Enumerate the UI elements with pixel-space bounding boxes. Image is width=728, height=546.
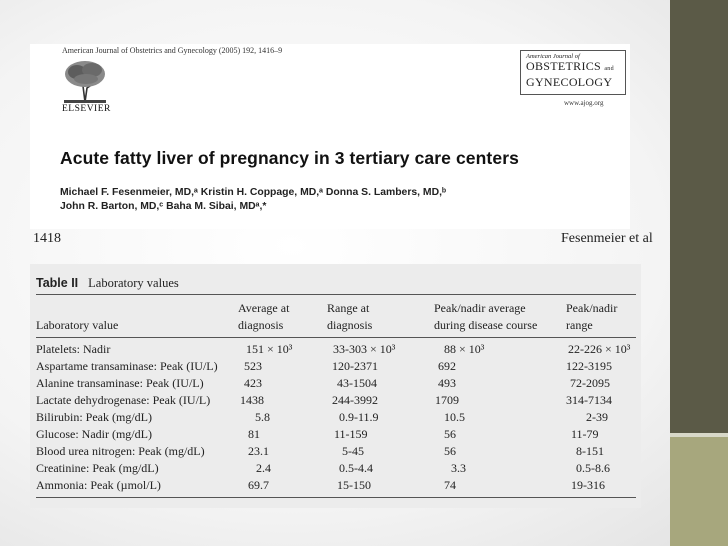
header-average: Average at diagnosis: [238, 300, 289, 334]
row-peak-range: 22-226 × 10³: [568, 342, 631, 356]
row-average: 81: [248, 427, 260, 441]
authors-line-2: John R. Barton, MD,ᶜ Baha M. Sibai, MDᵃ,…: [60, 201, 267, 212]
slide-accent-bar-dark: [670, 0, 728, 433]
row-peak-average: 10.5: [444, 410, 465, 424]
table-row: Glucose: Nadir (mg/dL) 81 11-159 56 11-7…: [30, 427, 641, 443]
row-label: Glucose: Nadir (mg/dL): [36, 427, 152, 441]
header-peak-average: Peak/nadir average during disease course: [434, 300, 537, 334]
table-row: Lactate dehydrogenase: Peak (IU/L) 1438 …: [30, 393, 641, 409]
authors-line-1: Michael F. Fesenmeier, MD,ᵃ Kristin H. C…: [60, 187, 447, 198]
lab-values-table: Table II Laboratory values Laboratory val…: [30, 264, 641, 508]
header-peak-range-line2: range: [566, 318, 593, 332]
table-top-rule: [36, 294, 636, 295]
article-header-clip: American Journal of Obstetrics and Gynec…: [30, 44, 630, 229]
row-label: Alanine transaminase: Peak (IU/L): [36, 376, 204, 390]
table-row: Ammonia: Peak (µmol/L) 69.7 15-150 74 19…: [30, 478, 641, 494]
slide-accent-bar-light: [670, 437, 728, 546]
row-range: 120-2371: [332, 359, 378, 373]
row-peak-average: 493: [438, 376, 456, 390]
row-peak-average: 692: [438, 359, 456, 373]
journal-logo-top: American Journal of: [526, 53, 580, 60]
page-number: 1418: [33, 231, 61, 246]
row-peak-range: 314-7134: [566, 393, 612, 407]
row-label: Blood urea nitrogen: Peak (mg/dL): [36, 444, 205, 458]
author-list: Michael F. Fesenmeier, MD,ᵃ Kristin H. C…: [60, 186, 446, 214]
journal-citation: American Journal of Obstetrics and Gynec…: [62, 46, 283, 55]
table-row: Aspartame transaminase: Peak (IU/L) 523 …: [30, 359, 641, 375]
table-label: Table II: [36, 276, 79, 290]
header-peak-range: Peak/nadir range: [566, 300, 617, 334]
row-range: 0.5-4.4: [339, 461, 373, 475]
row-range: 43-1504: [337, 376, 377, 390]
header-average-line2: diagnosis: [238, 318, 284, 332]
row-range: 5-45: [342, 444, 364, 458]
publisher-name: ELSEVIER: [62, 104, 111, 114]
table-caption: Table II Laboratory values: [36, 276, 179, 291]
table-row: Platelets: Nadir 151 × 10³ 33-303 × 10³ …: [30, 342, 641, 358]
elsevier-tree-logo-icon: [60, 58, 110, 106]
row-average: 523: [244, 359, 262, 373]
header-peak-average-line1: Peak/nadir average: [434, 301, 526, 315]
article-title: Acute fatty liver of pregnancy in 3 tert…: [60, 148, 519, 168]
row-peak-range: 8-151: [576, 444, 604, 458]
row-range: 0.9-11.9: [339, 410, 379, 424]
header-peak-range-line1: Peak/nadir: [566, 301, 618, 315]
table-header-rule: [36, 337, 636, 338]
row-peak-range: 11-79: [571, 427, 599, 441]
row-peak-average: 3.3: [451, 461, 466, 475]
header-range: Range at diagnosis: [327, 300, 372, 334]
row-peak-average: 88 × 10³: [444, 342, 485, 356]
header-range-line2: diagnosis: [327, 318, 373, 332]
row-peak-average: 56: [444, 444, 456, 458]
row-peak-average: 1709: [435, 393, 459, 407]
table-row: Alanine transaminase: Peak (IU/L) 423 43…: [30, 376, 641, 392]
row-average: 23.1: [248, 444, 269, 458]
table-row: 2.4 Creatinine: Peak (mg/dL) 0.5-4.4 3.3…: [30, 461, 641, 477]
table-row: Blood urea nitrogen: Peak (mg/dL) 23.1 5…: [30, 444, 641, 460]
row-peak-range: 19-316: [571, 478, 605, 492]
header-range-line1: Range at: [327, 301, 370, 315]
row-label: Creatinine: Peak (mg/dL): [36, 461, 159, 475]
row-range: 244-3992: [332, 393, 378, 407]
journal-logo-line1: OBSTETRICS: [526, 59, 602, 73]
row-range: 33-303 × 10³: [333, 342, 396, 356]
row-average: 423: [244, 376, 262, 390]
table-bottom-rule: [36, 497, 636, 498]
row-peak-average: 74: [444, 478, 456, 492]
running-head: Fesenmeier et al: [561, 231, 653, 246]
row-peak-range: 72-2095: [570, 376, 610, 390]
header-average-line1: Average at: [238, 301, 290, 315]
row-label: Aspartame transaminase: Peak (IU/L): [36, 359, 218, 373]
journal-logo: American Journal of OBSTETRICS and GYNEC…: [520, 50, 626, 95]
row-average: 1438: [240, 393, 264, 407]
row-average: 2.4: [256, 461, 271, 475]
slide-accent-divider: [670, 433, 728, 437]
row-label: Bilirubin: Peak (mg/dL): [36, 410, 152, 424]
row-range: 11-159: [334, 427, 368, 441]
journal-url: www.ajog.org: [564, 99, 604, 107]
row-peak-range: 2-39: [586, 410, 608, 424]
row-label: Platelets: Nadir: [36, 342, 111, 356]
row-average: 69.7: [248, 478, 269, 492]
row-label: Lactate dehydrogenase: Peak (IU/L): [36, 393, 211, 407]
row-range: 15-150: [337, 478, 371, 492]
table-row: Bilirubin: Peak (mg/dL) 5.8 0.9-11.9 10.…: [30, 410, 641, 426]
table-title: Laboratory values: [88, 276, 179, 290]
header-peak-average-line2: during disease course: [434, 318, 538, 332]
row-average: 5.8: [255, 410, 270, 424]
row-peak-range: 122-3195: [566, 359, 612, 373]
journal-logo-line2: GYNECOLOGY: [526, 75, 613, 89]
row-label: Ammonia: Peak (µmol/L): [36, 478, 161, 492]
row-peak-average: 56: [444, 427, 456, 441]
row-average: 151 × 10³: [246, 342, 293, 356]
journal-logo-and: and: [604, 66, 614, 72]
header-lab-value: Laboratory value: [36, 318, 119, 332]
row-peak-range: 0.5-8.6: [576, 461, 610, 475]
